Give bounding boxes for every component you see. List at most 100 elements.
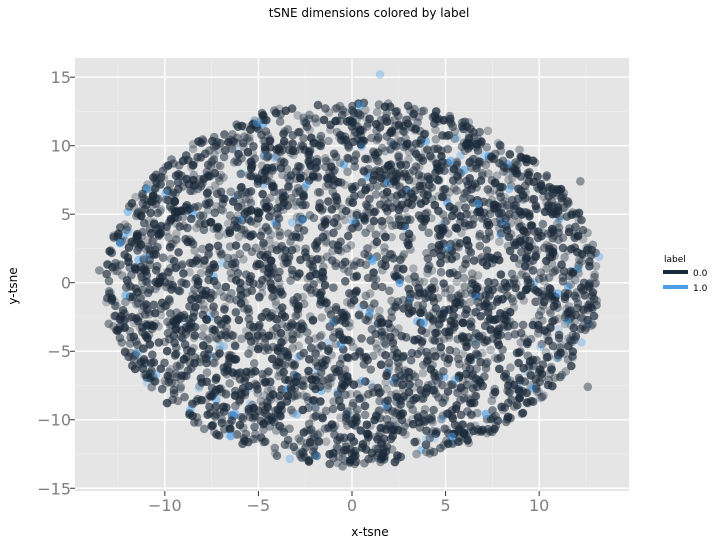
data-point — [408, 193, 418, 203]
data-point — [430, 119, 439, 128]
data-point — [255, 259, 264, 269]
data-point — [215, 341, 225, 351]
data-point — [291, 201, 300, 210]
data-point — [577, 338, 586, 347]
data-point — [265, 136, 275, 146]
data-point — [381, 378, 391, 387]
data-point — [308, 396, 318, 405]
data-point — [281, 375, 290, 384]
data-point — [460, 282, 470, 291]
data-point — [465, 319, 475, 329]
data-point — [445, 345, 455, 355]
data-point — [439, 279, 448, 288]
data-point — [516, 338, 526, 347]
data-point — [502, 311, 512, 320]
data-point — [217, 249, 226, 259]
data-point — [329, 317, 339, 327]
data-point — [162, 398, 172, 408]
data-point — [104, 276, 114, 286]
data-point — [147, 382, 156, 392]
data-point — [569, 323, 579, 333]
data-point — [547, 294, 556, 304]
data-point — [576, 324, 585, 334]
data-point — [560, 313, 570, 322]
data-point — [294, 434, 304, 443]
data-point — [256, 433, 266, 442]
data-point — [464, 438, 474, 448]
data-point — [346, 337, 356, 347]
data-point — [321, 104, 330, 113]
data-point — [404, 367, 414, 377]
data-point — [129, 332, 139, 342]
data-point — [337, 316, 347, 325]
data-point — [120, 250, 129, 259]
data-point — [335, 359, 345, 369]
data-point — [121, 289, 131, 299]
data-point — [267, 283, 276, 293]
data-point — [291, 446, 300, 456]
data-point — [288, 343, 298, 353]
data-point — [128, 292, 138, 302]
data-point — [407, 348, 417, 358]
data-point — [308, 316, 318, 325]
data-point — [279, 129, 288, 139]
data-point — [326, 120, 335, 130]
data-point — [537, 231, 546, 241]
data-point — [422, 447, 431, 457]
data-point — [315, 188, 325, 197]
data-point — [305, 312, 315, 321]
data-point — [221, 389, 231, 399]
data-point — [407, 123, 416, 132]
data-point — [272, 151, 281, 161]
data-point — [561, 310, 570, 320]
data-point — [169, 159, 178, 168]
data-point — [533, 183, 542, 192]
data-point — [270, 443, 280, 453]
data-point — [210, 358, 219, 368]
data-point — [426, 353, 435, 363]
data-point — [352, 271, 362, 280]
data-point — [374, 157, 384, 167]
data-point — [511, 283, 520, 293]
data-point — [148, 191, 158, 201]
data-point — [389, 175, 398, 184]
data-point — [209, 302, 218, 311]
data-point — [276, 401, 285, 411]
data-point — [211, 141, 221, 150]
data-point — [469, 426, 478, 436]
data-point — [305, 125, 314, 135]
data-point — [448, 439, 457, 449]
data-point — [298, 292, 308, 302]
data-point — [259, 115, 269, 124]
data-point — [200, 260, 209, 270]
data-point — [306, 343, 316, 353]
data-point — [283, 141, 293, 150]
x-tick-label: −5 — [247, 496, 271, 515]
data-point — [481, 409, 491, 419]
data-point — [394, 205, 404, 214]
data-point — [175, 222, 185, 231]
data-point — [154, 338, 164, 347]
data-point — [272, 315, 282, 324]
data-point — [305, 159, 314, 168]
data-point — [312, 154, 322, 164]
data-point — [410, 336, 420, 345]
data-point — [206, 392, 216, 401]
data-point — [495, 237, 504, 246]
data-point — [393, 264, 402, 274]
data-point — [380, 102, 390, 111]
data-point — [218, 206, 228, 215]
data-point — [332, 196, 342, 205]
data-point — [246, 231, 255, 241]
data-point — [525, 212, 534, 221]
data-point — [577, 257, 586, 266]
data-point — [440, 305, 449, 315]
data-point — [393, 451, 402, 460]
data-point — [589, 311, 599, 321]
data-point — [535, 274, 544, 284]
data-point — [493, 139, 503, 148]
data-point — [356, 139, 366, 149]
data-point — [233, 268, 243, 278]
data-point — [154, 279, 163, 288]
